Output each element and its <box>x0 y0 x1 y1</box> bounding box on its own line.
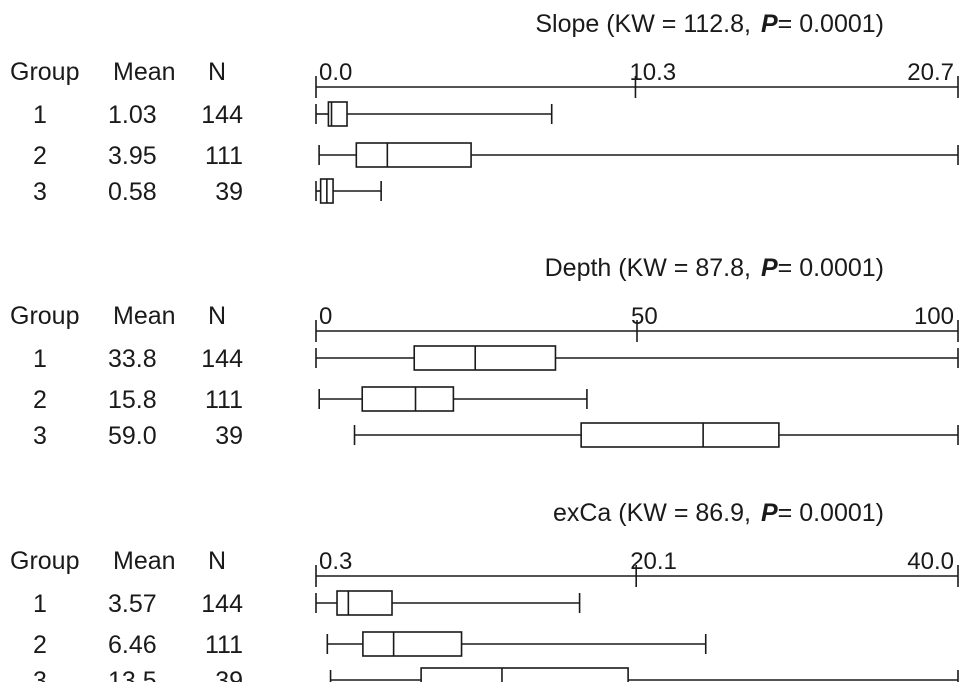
group-label: 2 <box>33 142 47 170</box>
iqr-box <box>580 422 780 448</box>
panel-title: Depth (KW = 87.8, P= 0.0001) <box>545 254 884 282</box>
group-row-2: 2 6.46 111 <box>33 631 707 659</box>
group-label: 3 <box>33 178 47 206</box>
group-row-3: 3 0.58 39 <box>33 178 382 206</box>
iqr-box <box>413 345 557 371</box>
axis-tick-label: 0.3 <box>319 548 352 575</box>
group-label: 3 <box>33 667 47 682</box>
column-header-mean: Mean <box>113 302 176 330</box>
panel-title: Slope (KW = 112.8, P= 0.0001) <box>535 10 884 38</box>
group-n: 111 <box>205 631 243 659</box>
column-header-group: Group <box>10 547 79 575</box>
title-prefix: exCa (KW = 86.9, <box>553 499 751 527</box>
iqr-box <box>327 101 348 127</box>
column-header-group: Group <box>10 58 79 86</box>
group-label: 2 <box>33 386 47 414</box>
group-mean: 59.0 <box>108 422 157 450</box>
group-mean: 3.57 <box>108 590 157 618</box>
column-header-n: N <box>208 547 226 575</box>
title-p-value: = 0.0001) <box>778 10 884 38</box>
group-mean: 15.8 <box>108 386 157 414</box>
group-mean: 33.8 <box>108 345 157 373</box>
panel-2: Depth (KW = 87.8, P= 0.0001) Group Mean N 0 50… <box>10 254 959 450</box>
title-p-value: = 0.0001) <box>778 254 884 282</box>
group-n: 39 <box>215 422 243 450</box>
group-label: 1 <box>33 345 47 373</box>
group-n: 144 <box>201 345 243 373</box>
axis-tick-label: 0.0 <box>319 59 352 86</box>
group-mean: 1.03 <box>108 101 157 129</box>
group-n: 39 <box>215 178 243 206</box>
group-n: 144 <box>201 590 243 618</box>
group-n: 111 <box>205 386 243 414</box>
group-n: 111 <box>205 142 243 170</box>
axis-tick-label: 20.1 <box>630 548 677 575</box>
group-n: 144 <box>201 101 243 129</box>
group-mean: 13.5 <box>108 667 157 682</box>
column-header-n: N <box>208 302 226 330</box>
group-n: 39 <box>215 667 243 682</box>
column-header-group: Group <box>10 302 79 330</box>
title-p-label: P <box>761 10 778 38</box>
group-row-2: 2 15.8 111 <box>33 386 588 414</box>
panel-1: Slope (KW = 112.8, P= 0.0001) Group Mean N 0.… <box>10 10 959 206</box>
group-mean: 3.95 <box>108 142 157 170</box>
panel-title: exCa (KW = 86.9, P= 0.0001) <box>553 499 884 527</box>
iqr-box <box>420 667 629 682</box>
axis-tick-label: 50 <box>631 303 658 330</box>
axis-tick-label: 40.0 <box>907 548 954 575</box>
group-label: 2 <box>33 631 47 659</box>
group-label: 1 <box>33 101 47 129</box>
title-p-label: P <box>761 254 778 282</box>
group-row-1: 1 33.8 144 <box>33 345 959 373</box>
group-row-1: 1 3.57 144 <box>33 590 581 618</box>
group-row-3: 3 59.0 39 <box>33 422 959 450</box>
title-p-label: P <box>761 499 778 527</box>
column-header-mean: Mean <box>113 58 176 86</box>
iqr-box <box>336 590 393 616</box>
iqr-box <box>361 386 455 412</box>
column-header-n: N <box>208 58 226 86</box>
title-prefix: Slope (KW = 112.8, <box>535 10 751 38</box>
title-prefix: Depth (KW = 87.8, <box>545 254 751 282</box>
group-row-3: 3 13.5 39 <box>33 667 959 682</box>
group-mean: 0.58 <box>108 178 157 206</box>
axis-tick-label: 10.3 <box>629 59 676 86</box>
group-label: 1 <box>33 590 47 618</box>
panel-3: exCa (KW = 86.9, P= 0.0001) Group Mean N 0.3 2… <box>10 499 959 682</box>
axis-tick-label: 0 <box>319 303 332 330</box>
column-header-mean: Mean <box>113 547 176 575</box>
group-mean: 6.46 <box>108 631 157 659</box>
axis-tick-label: 20.7 <box>907 59 954 86</box>
iqr-box <box>355 142 472 168</box>
group-row-1: 1 1.03 144 <box>33 101 553 129</box>
iqr-box <box>362 631 463 657</box>
title-p-value: = 0.0001) <box>778 499 884 527</box>
group-row-2: 2 3.95 111 <box>33 142 959 170</box>
axis-tick-label: 100 <box>914 303 954 330</box>
group-label: 3 <box>33 422 47 450</box>
